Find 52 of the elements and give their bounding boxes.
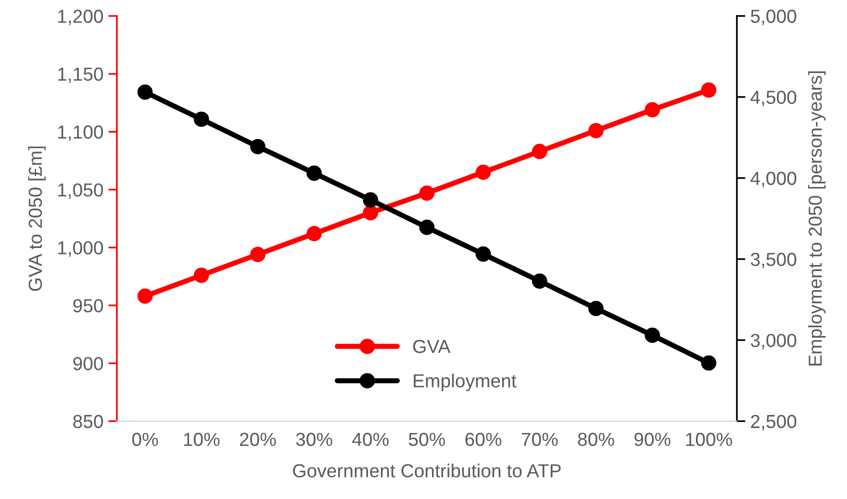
point	[701, 82, 716, 98]
x-tick-label: 10%	[184, 432, 220, 446]
point	[588, 122, 604, 138]
x-tick-label: 30%	[296, 432, 332, 446]
x-tick-label: 80%	[578, 432, 614, 446]
legend-label: GVA	[413, 340, 450, 354]
x-tick-label: 100%	[686, 432, 732, 446]
x-tick-label: 50%	[408, 432, 445, 446]
point	[476, 246, 491, 262]
y-axis-title: GVA to 2050 [£m]	[28, 146, 46, 291]
point	[362, 205, 378, 220]
point	[194, 112, 210, 127]
y-tick-label: 850	[73, 414, 103, 428]
x-tick-label: 70%	[522, 432, 558, 446]
point	[306, 226, 322, 242]
legend-label: Employment	[414, 374, 516, 392]
point	[137, 288, 153, 304]
y-tick-label: 1,150	[58, 68, 103, 84]
y-tick-label: 900	[73, 356, 103, 370]
x-tick-label: 60%	[465, 432, 502, 446]
x-tick-label: 40%	[352, 432, 389, 446]
point	[588, 300, 604, 316]
point	[306, 166, 322, 181]
y2-tick-label: 4,500	[750, 90, 796, 106]
point	[250, 246, 266, 262]
point	[701, 355, 716, 371]
y2-tick-label: 5,000	[750, 10, 796, 26]
y2-axis-title: Employment to 2050 [person-years]	[808, 71, 826, 366]
point	[532, 273, 548, 289]
point	[362, 192, 378, 208]
point	[644, 102, 660, 118]
point	[419, 185, 435, 201]
point	[419, 220, 435, 235]
y2-tick-label: 3,500	[750, 252, 796, 268]
x-axis-title: Government Contribution to ATP	[293, 464, 561, 478]
y-tick-label: 1,200	[58, 10, 103, 26]
y2-tick-label: 3,000	[750, 334, 796, 350]
point	[250, 138, 266, 154]
point	[137, 84, 153, 100]
y2-tick-label: 2,500	[751, 414, 796, 430]
y-tick-label: 1,000	[58, 241, 103, 257]
y-tick-label: 1,100	[58, 125, 103, 141]
point	[194, 268, 210, 283]
point	[476, 164, 491, 180]
x-tick-label: 90%	[634, 432, 670, 446]
point	[532, 144, 548, 160]
x-tick-label: 20%	[240, 432, 276, 446]
y-tick-label: 1,050	[58, 183, 103, 199]
y2-tick-label: 4,000	[750, 172, 796, 188]
y-tick-label: 950	[73, 299, 103, 312]
point	[644, 328, 660, 343]
x-tick-label: 0%	[132, 432, 158, 446]
